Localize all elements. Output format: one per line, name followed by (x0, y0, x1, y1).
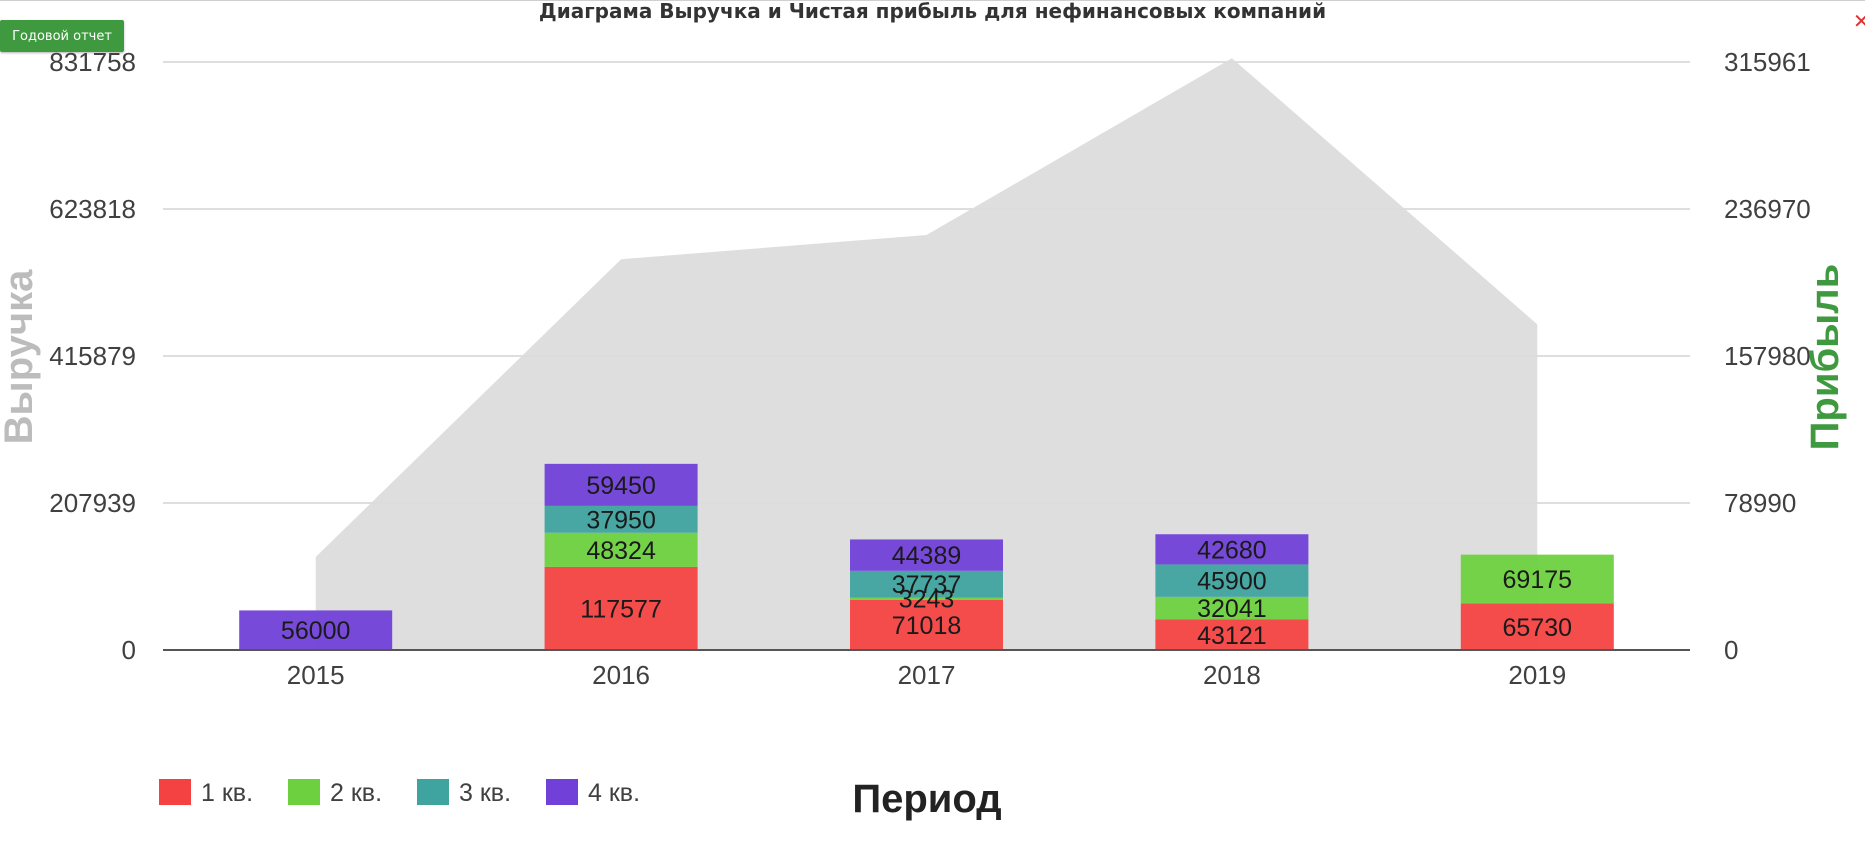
y-tick-label: 0 (122, 635, 136, 665)
bar-value-label: 56000 (281, 617, 351, 645)
legend-label: 2 кв. (330, 779, 382, 807)
bar-segment (544, 566, 698, 650)
bar-segment (850, 570, 1003, 598)
bar-segment (1460, 554, 1614, 604)
y2-axis-title: Прибыль (1803, 264, 1847, 451)
bar-value-label: 69175 (1503, 566, 1573, 594)
y2-tick-label: 78990 (1724, 488, 1796, 518)
bar-value-label: 117577 (580, 595, 662, 623)
bar-value-label: 3243 (899, 586, 955, 614)
x-tick-label: 2016 (592, 660, 650, 690)
y-axis-title: Выручка (0, 269, 41, 444)
y-tick-label: 207939 (49, 488, 136, 518)
bar-value-label: 45900 (1197, 568, 1267, 596)
bar-labels-layer: 56000 117577 48324 37950 59450 71018324337737… (281, 472, 1572, 650)
legend-label: 1 кв. (201, 779, 253, 807)
bar-segment (1155, 619, 1309, 650)
x-tick-label: 2019 (1508, 660, 1566, 690)
y-tick-label: 623818 (49, 194, 136, 224)
bar-value-label: 37950 (586, 506, 656, 534)
close-icon[interactable]: ✕ (1853, 11, 1865, 33)
y-tick-label: 831758 (49, 47, 136, 77)
legend-swatch (546, 779, 578, 805)
annual-report-button[interactable]: Годовой отчет (0, 20, 124, 52)
axes-layer: 0 0 207939 78990 415879 157980 623818 236970 831… (0, 47, 1847, 821)
legend: 1 кв. 2 кв. 3 кв. 4 кв. (159, 779, 640, 807)
bar-value-label: 42680 (1197, 536, 1267, 564)
bar-segment (850, 597, 1003, 600)
bar-value-label: 37737 (892, 571, 962, 599)
bar-value-label: 59450 (586, 472, 656, 500)
top-border (0, 0, 1865, 1)
legend-swatch (288, 779, 320, 805)
bar-value-label: 43121 (1197, 622, 1267, 650)
x-tick-label: 2018 (1203, 660, 1261, 690)
bar-segment (850, 539, 1003, 571)
bar-value-label: 32041 (1197, 595, 1267, 623)
bar-segment (544, 532, 698, 567)
bar-segment (1155, 534, 1309, 565)
bar-value-label: 48324 (586, 537, 656, 565)
y2-tick-label: 157980 (1724, 341, 1811, 371)
bar-segment (544, 505, 698, 533)
bar-segment (1155, 564, 1309, 597)
bar-value-label: 65730 (1503, 614, 1573, 642)
bars-layer (239, 463, 1614, 650)
bar-value-label: 44389 (892, 542, 962, 570)
bar-segment (1460, 603, 1614, 650)
bar-segment (239, 610, 393, 650)
bar-segment (544, 463, 698, 506)
x-tick-label: 2015 (287, 660, 345, 690)
bar-segment (850, 599, 1003, 650)
legend-label: 4 кв. (588, 779, 640, 807)
y-tick-label: 415879 (49, 341, 136, 371)
x-axis-title: Период (852, 777, 1001, 821)
y2-tick-label: 236970 (1724, 194, 1811, 224)
x-tick-label: 2017 (898, 660, 956, 690)
legend-swatch (417, 779, 449, 805)
legend-swatch (159, 779, 191, 805)
bar-value-label: 71018 (892, 612, 962, 640)
chart-title: Диаграма Выручка и Чистая прибыль для не… (538, 0, 1327, 23)
y2-tick-label: 315961 (1724, 47, 1811, 77)
y2-tick-label: 0 (1724, 635, 1738, 665)
bar-segment (1155, 596, 1309, 620)
legend-label: 3 кв. (459, 779, 511, 807)
